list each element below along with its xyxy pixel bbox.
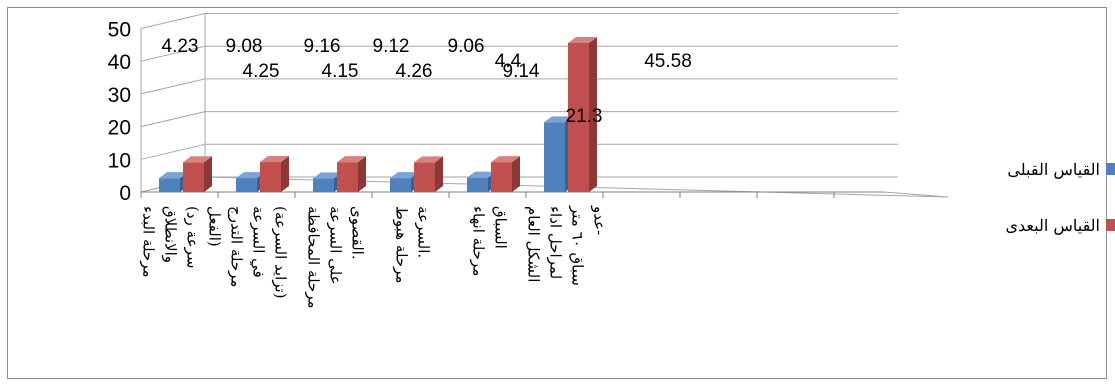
bar-post-top [260, 156, 289, 163]
x-category-label-line: مرحلة هبوط [393, 206, 411, 283]
chart-frame: 0 10 20 30 40 50 4.23 4.25 4.15 4.26 4.4 21.3 9.08 9.… [7, 7, 1115, 379]
x-category-label-line: عدو- [591, 205, 609, 235]
data-label-pre: 4.15 [322, 61, 359, 82]
bar-post-front [414, 162, 435, 192]
bar-post-top [414, 156, 443, 163]
data-label-post: 45.58 [644, 51, 692, 72]
x-category-label-line: الشكل العام [525, 206, 543, 282]
x-category-label-line: مرحلة التدرج [228, 206, 246, 287]
x-category-label-line: (تزايد السرعة) [272, 206, 290, 299]
legend-item-pre: القياس القبلى [968, 158, 1115, 180]
bar-pre-top [390, 172, 419, 179]
bar-pre-top [544, 116, 573, 123]
bar-post-top [491, 156, 520, 163]
data-label-pre: 4.4 [495, 51, 522, 72]
x-category-label-line: في السرعة [250, 206, 268, 278]
bar-post-top [568, 36, 597, 43]
data-label-post: 9.08 [226, 36, 263, 57]
x-category-label: مرحلة التدرج في السرعة (تزايد السرعة) [228, 206, 290, 299]
gridline-diagonal [140, 13, 206, 29]
data-label-post: 9.12 [373, 36, 410, 57]
x-category-label-line: السباق [492, 206, 510, 249]
legend-swatch-pre [1106, 163, 1115, 175]
gridline-diagonal [140, 143, 206, 160]
bar-pre-top [159, 172, 188, 179]
bar-post-front [491, 162, 512, 192]
data-label-post: 9.16 [304, 36, 341, 57]
x-category-label: مرحلة انهاء السباق [470, 206, 510, 276]
bar-pre-front [236, 178, 257, 192]
data-label-pre: 4.26 [396, 61, 433, 82]
bar-post-side [204, 156, 212, 192]
bar-post-side [435, 156, 443, 192]
x-category-label-line: لمراحل اداء [547, 206, 565, 279]
bar-post-front [337, 162, 358, 192]
legend-item-post: القياس البعدى [968, 214, 1115, 236]
bar-post-side [281, 156, 289, 192]
bar-post-side [358, 156, 366, 192]
y-tick-label: 40 [108, 51, 131, 74]
bar-post-side [589, 36, 597, 192]
data-label-pre: 4.25 [243, 61, 280, 82]
x-category-label-line: مرحلة المحافظة [305, 206, 323, 309]
bar-pre-front [390, 178, 411, 192]
x-category-label-line: مرحلة البدء [140, 206, 158, 278]
data-label-pre: 4.23 [162, 36, 199, 57]
y-tick-label: 0 [119, 182, 131, 205]
bar-post-front [260, 162, 281, 192]
y-tick-label: 10 [108, 149, 131, 172]
bar-post-front [568, 42, 589, 192]
gridline-diagonal [140, 45, 206, 62]
data-label-post: 9.06 [448, 36, 485, 57]
bar-post-top [183, 156, 212, 163]
y-tick-label: 30 [108, 84, 131, 107]
x-category-label: مرحلة المحافظة على السرعة القصوى. [305, 206, 367, 309]
bar-pre-front [159, 178, 180, 192]
gridline-diagonal [140, 111, 206, 128]
bar-pre-top [467, 171, 496, 178]
legend-label-post: القياس البعدى [1005, 215, 1100, 235]
legend-swatch-post [1106, 219, 1115, 231]
data-label-post: 9.14 [503, 61, 540, 82]
x-category-label-line: القصوى. [349, 206, 367, 260]
data-label-pre: 21.3 [566, 106, 603, 127]
x-category-label-line: (سرعة رد [184, 206, 202, 268]
x-category-label-line: الفعل) [206, 206, 224, 247]
y-tick-label: 20 [108, 117, 131, 140]
bar-post-side [512, 156, 520, 192]
x-category-label-line: السرعة. [415, 206, 433, 258]
x-category-label-line: مرحلة انهاء [470, 206, 488, 276]
bar-post-front [183, 162, 204, 192]
bar-post-top [337, 156, 366, 163]
legend-label-pre: القياس القبلى [1007, 159, 1100, 179]
x-category-label: مرحلة البدء والانطلاق (سرعة رد الفعل) [140, 206, 224, 278]
legend: القياس القبلى القياس البعدى [968, 158, 1115, 270]
bar-pre-top [236, 172, 265, 179]
y-tick-label: 50 [108, 19, 131, 42]
bar-pre-front [313, 178, 334, 192]
bar-chart: 0 10 20 30 40 50 4.23 4.25 4.15 4.26 4.4 21.3 9.08 9.… [108, 13, 949, 309]
gridline-diagonal [140, 78, 206, 95]
x-category-label-line: على السرعة [327, 206, 345, 285]
x-category-label-line: سباق ٦٠ متر [569, 205, 587, 286]
bar-pre-front [544, 122, 565, 192]
x-category-label-line: والانطلاق [162, 206, 180, 263]
x-category-label: مرحلة هبوط السرعة. [393, 206, 433, 283]
bar-pre-front [467, 177, 488, 192]
bar-pre-top [313, 172, 342, 179]
